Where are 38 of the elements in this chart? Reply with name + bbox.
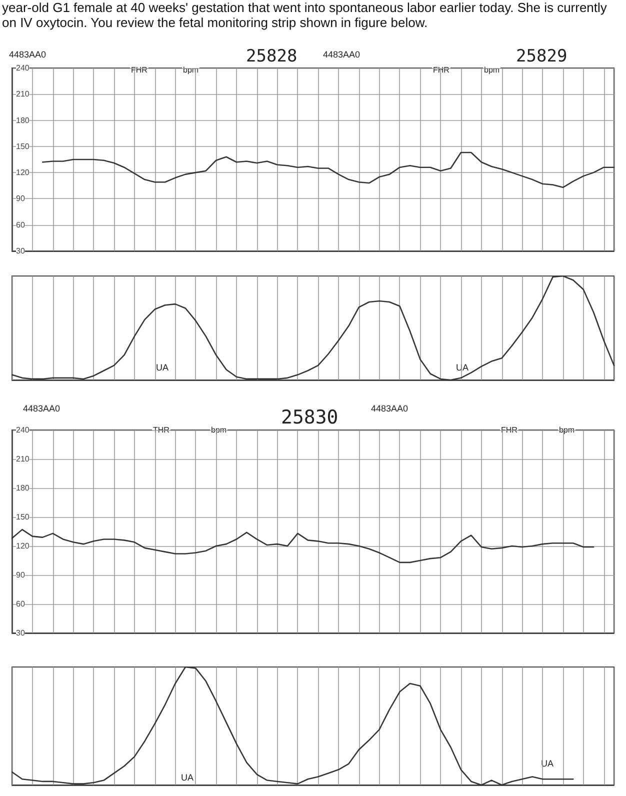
y-tick-label: 150 bbox=[16, 142, 30, 151]
annotation: FHR bbox=[501, 426, 518, 434]
text: 25828 bbox=[246, 46, 298, 66]
text: 4483AA0 bbox=[9, 50, 46, 60]
text: 25829 bbox=[516, 46, 568, 66]
annotation: UA bbox=[541, 758, 554, 768]
text: 4483AA0 bbox=[323, 50, 360, 60]
y-tick-label: 180 bbox=[16, 484, 30, 492]
y-tick-label: 60 bbox=[16, 600, 26, 608]
y-tick-label: 60 bbox=[16, 220, 26, 230]
line-series bbox=[42, 152, 615, 188]
annotation: UA bbox=[456, 362, 469, 372]
y-tick-label: 120 bbox=[16, 168, 30, 178]
text: 4483AA0 bbox=[371, 404, 408, 414]
y-tick-label: 30 bbox=[16, 246, 26, 256]
y-tick-label: 90 bbox=[16, 194, 26, 204]
y-tick-label: 30 bbox=[16, 628, 26, 638]
annotation: UA bbox=[181, 772, 194, 782]
y-tick-label: 90 bbox=[16, 570, 26, 580]
line-series bbox=[11, 528, 594, 564]
annotation: FHR bbox=[131, 66, 148, 74]
y-tick-label: 240 bbox=[16, 64, 30, 72]
annotation: bpm bbox=[484, 66, 500, 74]
chart-title: year-old G1 female at 40 weeks' gestation that went into spontaneous labor earlier today. She is currently on IV oxytocin. You review the fetal monitoring strip shown in figure below. bbox=[2, 0, 608, 30]
text: 25830 bbox=[281, 406, 338, 428]
annotation: FHR bbox=[433, 66, 450, 74]
y-tick-label: 240 bbox=[16, 426, 30, 434]
text: 4483AA0 bbox=[23, 404, 60, 414]
y-tick-label: 150 bbox=[16, 512, 30, 522]
annotation: bpm bbox=[559, 426, 575, 434]
annotation: bpm bbox=[211, 426, 227, 434]
y-tick-label: 180 bbox=[16, 116, 30, 125]
y-tick-label: 210 bbox=[16, 90, 30, 99]
annotation: bpm bbox=[183, 66, 199, 74]
y-tick-label: 210 bbox=[16, 454, 30, 464]
annotation: THR bbox=[153, 426, 170, 434]
annotation: UA bbox=[156, 362, 169, 372]
y-tick-label: 120 bbox=[16, 542, 30, 550]
